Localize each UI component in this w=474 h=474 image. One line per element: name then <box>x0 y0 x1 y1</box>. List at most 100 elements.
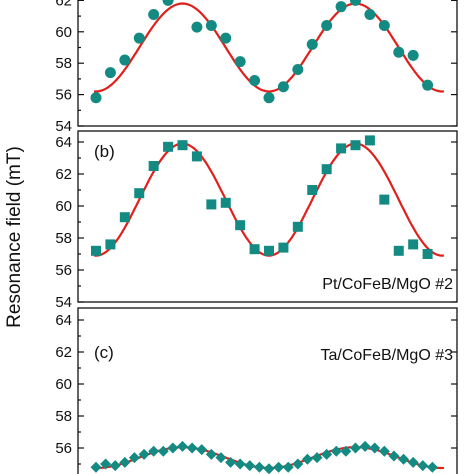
data-point <box>234 458 246 470</box>
data-point <box>378 445 390 457</box>
data-point <box>292 221 303 232</box>
sample-label: Pt/CoFeB/MgO #2 <box>322 276 453 293</box>
panel-label: (c) <box>94 343 114 362</box>
data-point <box>364 135 375 146</box>
panel-3: 56 58 60 62 64 (c) Ta/CoFeB/MgO #3 <box>55 307 458 474</box>
data-point <box>128 452 140 464</box>
data-point <box>359 440 371 452</box>
y-tick-label: 62 <box>55 0 72 9</box>
data-point <box>321 164 332 175</box>
data-point <box>364 9 376 21</box>
data-point <box>422 249 433 259</box>
data-point <box>278 242 289 253</box>
data-point <box>422 79 434 91</box>
data-point <box>393 245 404 256</box>
data-point <box>109 460 121 472</box>
y-tick-label: 64 <box>55 312 72 329</box>
data-point <box>398 453 410 465</box>
data-point <box>330 445 342 457</box>
data-point <box>336 143 347 154</box>
panels-group: 545658606264545658606264(b)Pt/CoFeB/MgO … <box>55 0 458 474</box>
y-tick-label: 60 <box>55 198 72 215</box>
data-point <box>426 461 438 473</box>
y-tick-label: 58 <box>55 55 72 72</box>
data-point <box>215 452 227 464</box>
data-point <box>306 38 318 50</box>
data-point <box>253 461 265 473</box>
y-tick-label: 56 <box>55 440 72 457</box>
data-point <box>138 448 150 460</box>
data-point <box>249 244 260 255</box>
data-point <box>307 185 318 195</box>
data-point <box>407 456 419 468</box>
data-point <box>205 20 217 32</box>
data-point <box>148 161 159 171</box>
data-point <box>119 456 131 468</box>
data-point <box>205 448 217 460</box>
data-point <box>225 456 237 468</box>
data-point <box>292 458 304 470</box>
data-point <box>235 220 246 231</box>
data-point <box>408 239 419 250</box>
y-tick-label: 62 <box>55 344 72 361</box>
data-point <box>340 445 352 457</box>
data-point <box>350 140 361 151</box>
y-tick-label: 60 <box>55 376 72 393</box>
panel-frame <box>77 0 458 127</box>
y-tick-label: 56 <box>55 262 72 279</box>
data-point <box>263 463 275 474</box>
data-point <box>148 9 160 21</box>
data-point <box>220 197 231 208</box>
data-point <box>388 450 400 462</box>
data-point <box>90 461 102 473</box>
data-point <box>100 458 112 470</box>
data-point <box>186 442 198 454</box>
data-point <box>321 20 333 32</box>
data-point <box>264 245 274 256</box>
data-point <box>177 440 188 452</box>
data-point <box>163 141 174 152</box>
data-point <box>105 239 116 250</box>
data-point <box>393 46 405 58</box>
data-point <box>191 21 203 33</box>
data-point <box>162 0 174 6</box>
data-point <box>407 49 419 61</box>
data-point <box>157 445 169 457</box>
data-point <box>234 56 246 68</box>
data-point <box>119 54 131 66</box>
data-point <box>350 442 361 454</box>
data-point <box>273 461 285 473</box>
panel-label: (b) <box>94 142 115 161</box>
data-point <box>263 92 275 104</box>
data-point <box>134 188 145 199</box>
data-point <box>90 92 102 104</box>
data-point <box>379 194 390 205</box>
y-tick-label: 62 <box>55 166 72 183</box>
y-tick-label: 64 <box>55 134 72 151</box>
data-point <box>206 199 217 210</box>
fit-curve <box>94 2 444 93</box>
data-point <box>292 63 304 75</box>
sample-label: Ta/CoFeB/MgO #3 <box>321 347 454 364</box>
panel-frame <box>77 130 458 303</box>
y-tick-label: 58 <box>55 408 72 425</box>
y-tick-label: 54 <box>55 118 72 135</box>
data-point <box>220 32 232 44</box>
data-point <box>369 442 381 454</box>
data-point <box>301 453 313 465</box>
data-point <box>91 245 101 256</box>
data-point <box>417 460 429 472</box>
data-point <box>282 461 294 473</box>
data-point <box>335 1 347 13</box>
y-tick-label: 54 <box>55 294 72 311</box>
panel-2: 54 56 58 60 62 64 (b) Pt/CoFeB/MgO #2 <box>55 130 458 311</box>
data-point <box>177 140 188 151</box>
data-point <box>104 67 116 79</box>
y-tick-label: 60 <box>55 24 72 41</box>
fit-curve <box>94 142 444 257</box>
data-point <box>244 460 256 472</box>
data-point <box>350 0 361 6</box>
data-point <box>311 452 323 464</box>
